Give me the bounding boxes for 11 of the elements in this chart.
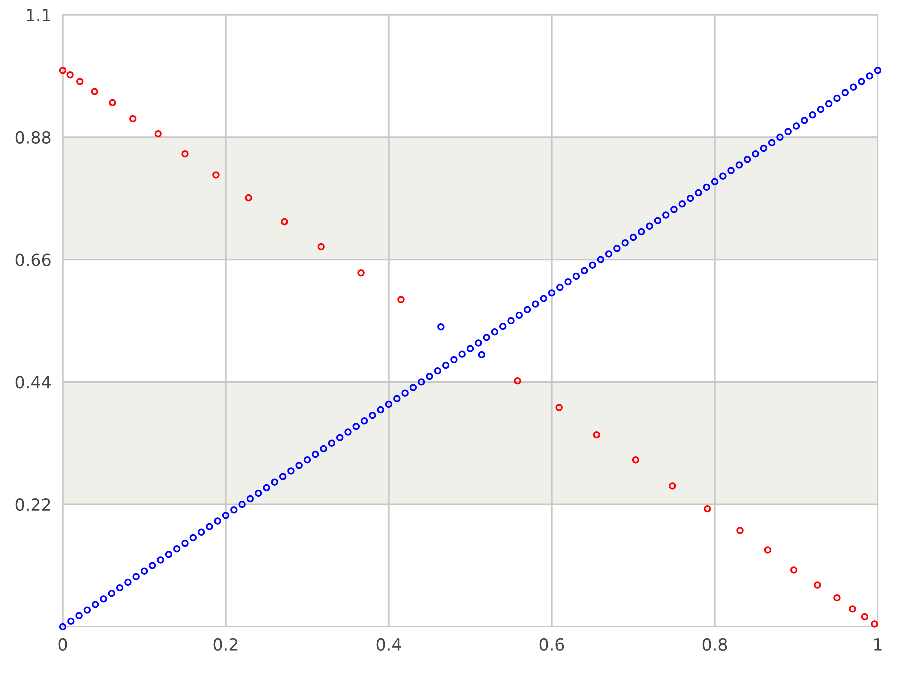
- x-tick-label: 0.8: [702, 638, 728, 652]
- y-tick-label: 0.88: [16, 131, 51, 144]
- x-tick-label: 1: [874, 638, 882, 651]
- y-tick-label: 0.22: [16, 498, 50, 512]
- y-tick-label: 1.1: [27, 9, 50, 22]
- x-tick-label: 0.4: [376, 638, 402, 652]
- x-tick-label: 0.2: [214, 638, 238, 652]
- x-tick-label: 0.6: [540, 638, 564, 652]
- y-tick-label: 0.44: [16, 376, 51, 389]
- x-tick-label: 0: [58, 638, 68, 652]
- y-tick-label: 0.66: [16, 254, 51, 266]
